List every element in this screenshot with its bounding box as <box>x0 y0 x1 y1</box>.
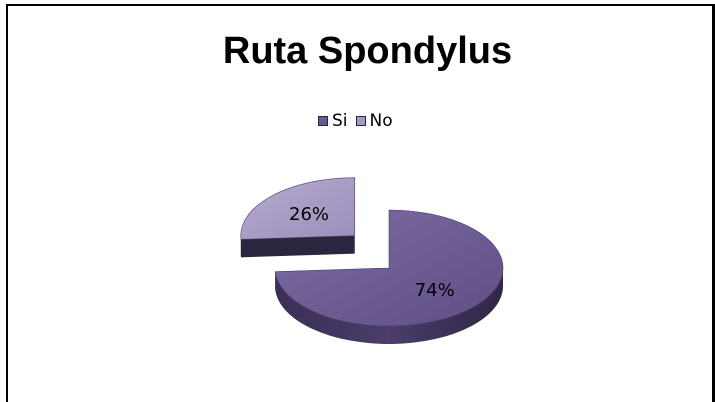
legend-item-no: No <box>355 111 393 131</box>
legend-swatch-no <box>355 116 366 126</box>
pie-cut-face-no-0 <box>240 235 355 258</box>
chart-title: Ruta Spondylus <box>222 30 513 72</box>
legend-swatch-si <box>318 116 328 126</box>
pie-side-si <box>275 268 503 344</box>
chart-right-border <box>712 4 715 402</box>
legend-item-si: Si <box>318 111 348 131</box>
data-label-no: 26% <box>289 204 329 225</box>
pie-slice-si <box>274 209 504 327</box>
legend-label-si: Si <box>332 111 348 131</box>
pie-slice-no <box>240 177 356 240</box>
data-label-si: 74% <box>415 280 455 301</box>
chart-legend: Si No <box>318 110 401 132</box>
legend-label-no: No <box>369 111 393 131</box>
